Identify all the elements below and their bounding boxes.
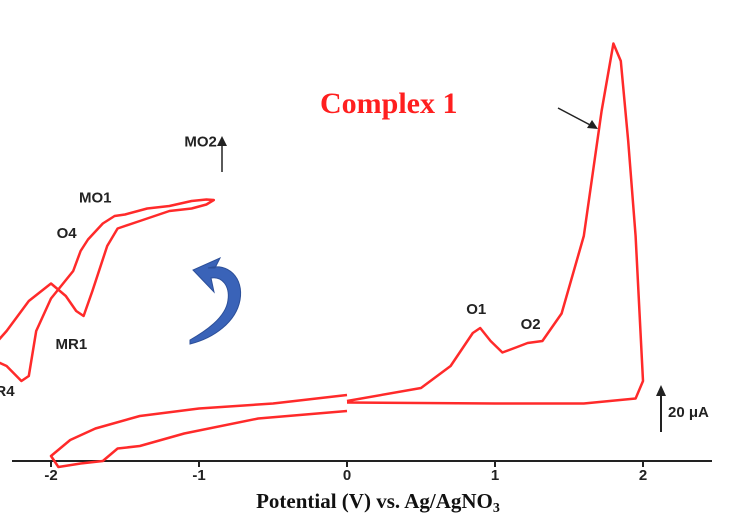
- mo2-pointer-arrowhead-icon: [217, 136, 227, 146]
- x-tick-label: 1: [491, 467, 499, 484]
- peak-label-r4: R4: [0, 383, 15, 400]
- peak-label-o2: O2: [521, 316, 541, 333]
- scale-bar-arrowhead-icon: [656, 385, 666, 396]
- peak-label-mr1: MR1: [56, 336, 88, 353]
- main-trace-reverse: [49, 393, 348, 469]
- chart-title: Complex 1: [320, 87, 458, 120]
- o3-pointer-arrowhead-icon: [587, 120, 598, 129]
- peak-labels: O1O2O3O4MO1MO2MR1R4: [0, 134, 541, 401]
- x-axis-label: Potential (V) vs. Ag/AgNO3: [256, 489, 500, 516]
- x-axis-ticks: [50, 461, 644, 467]
- x-tick-label: 0: [343, 467, 351, 484]
- peak-label-mo2: MO2: [184, 134, 217, 151]
- x-axis-label-subscript: 3: [493, 501, 500, 516]
- main-trace-forward: [346, 42, 645, 405]
- x-axis-tick-labels: -2 -1 0 1 2: [44, 467, 647, 484]
- x-tick-label: -1: [192, 467, 205, 484]
- peak-label-mo1: MO1: [79, 190, 112, 207]
- x-tick-label: -2: [44, 467, 57, 484]
- peak-label-o4: O4: [57, 225, 78, 242]
- x-axis-label-text: Potential (V) vs. Ag/AgNO: [256, 489, 493, 513]
- scale-bar-label: 20 μA: [668, 404, 709, 421]
- o3-pointer-arrow: [557, 107, 595, 128]
- peak-label-o1: O1: [466, 301, 486, 318]
- inset-trace: [0, 198, 216, 383]
- scan-direction-arrow-icon: [189, 256, 242, 345]
- x-tick-label: 2: [639, 467, 647, 484]
